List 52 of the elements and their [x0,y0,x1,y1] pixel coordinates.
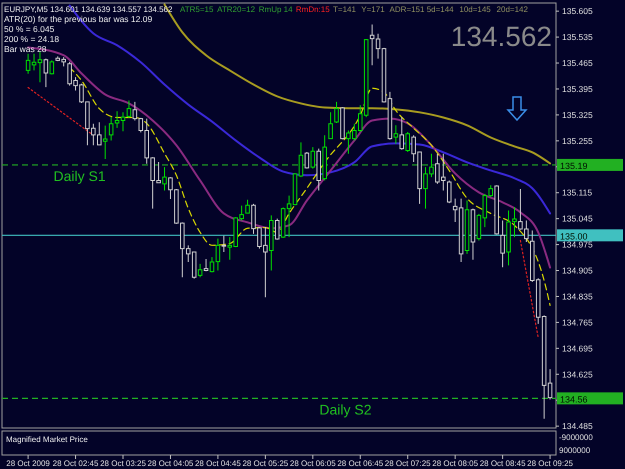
annotation: 200 % = 24.18 [4,34,60,44]
x-tick-label: 28 Oct 04:05 [148,459,194,468]
x-tick-label: 28 Oct 07:25 [384,459,432,468]
annotation: RmDn:15 [296,5,330,14]
y-tick-label: 135.535 [562,32,593,42]
x-tick-label: 28 Oct 06:45 [337,459,384,468]
y-tick-label: 134.485 [562,421,593,432]
candlestick [446,180,452,204]
candlestick [108,116,114,141]
ref-line-label: Daily S1 [53,168,106,184]
annotation: 134.562 [450,21,552,52]
text: 9000000 [559,446,591,455]
x-tick-label: 28 Oct 02:45 [52,459,100,468]
ref-line-label: Daily S2 [319,401,372,418]
annotation: Bar was 28 [4,44,47,54]
y-tick-label: 135.325 [562,110,593,120]
y-tick-label: 134.625 [562,369,593,380]
annotation: T=141 [333,5,357,14]
annotation: ADR=151 [390,5,426,14]
annotation: 10d=145 [459,5,492,14]
y-tick-label: 135.045 [562,214,593,224]
text: 134.56 [560,394,588,404]
annotation: Y=171 [361,5,386,14]
x-tick-label: 28 Oct 08:05 [432,459,479,468]
annotation: 5d=144 [426,5,454,14]
y-tick-label: 134.905 [562,266,593,276]
y-tick-label: 135.255 [562,136,593,146]
annotation: ATR5=15 [180,5,214,14]
y-tick-label: 135.395 [562,84,593,94]
y-tick-label: 134.975 [562,240,593,250]
x-tick-label: 28 Oct 05:25 [242,459,289,468]
x-tick-label: 28 Oct 09:25 [527,459,574,468]
y-tick-label: 134.765 [562,317,593,328]
annotation: RmUp 14 [258,5,294,14]
y-tick-label: 134.695 [562,343,593,354]
text: -9000000 [559,433,594,442]
y-tick-label: 135.115 [562,188,592,198]
candlestick [328,112,333,140]
x-tick-label: 28 Oct 08:45 [480,459,526,468]
y-tick-label: 134.835 [562,291,593,302]
annotation: 50 % = 6.045 [4,24,55,34]
text: 135.00 [560,231,588,242]
x-tick-label: 28 Oct 04:45 [195,459,242,468]
text: 135.19 [560,160,588,171]
annotation: 20d=142 [496,5,528,14]
y-tick-label: 135.465 [562,58,593,68]
annotation: ATR20=12 [217,5,256,14]
x-tick-label: 28 Oct 06:05 [290,459,336,468]
x-tick-label: 28 Oct 03:25 [100,459,146,468]
text: Magnified Market Price [6,435,88,444]
y-tick-label: 135.605 [562,6,593,16]
x-tick-label: 28 Oct 2009 [6,459,50,468]
